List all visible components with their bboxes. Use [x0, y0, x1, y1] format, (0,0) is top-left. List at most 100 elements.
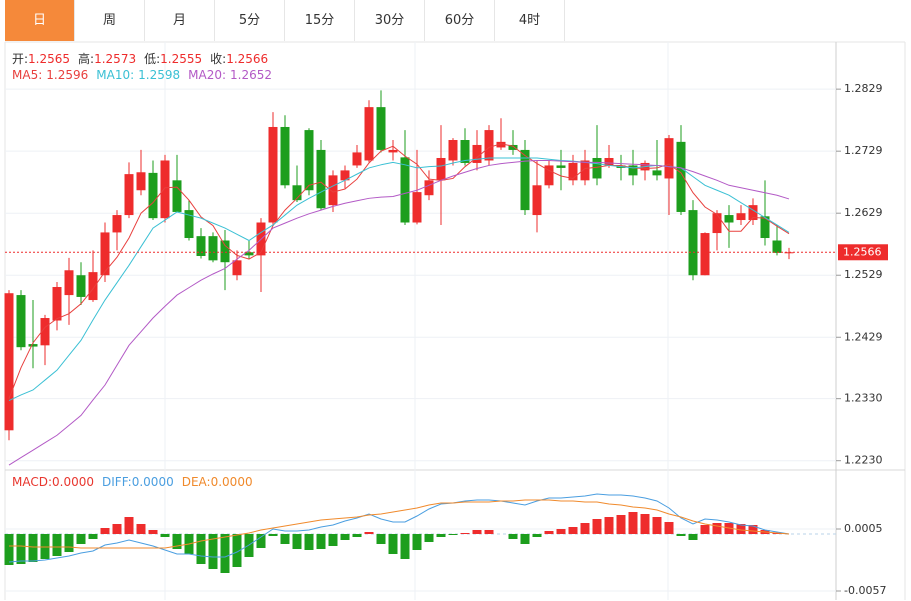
candle-body: [772, 240, 782, 253]
macd-bar: [28, 534, 38, 562]
tab[interactable]: 月: [145, 0, 215, 41]
macd-value: 0.0000: [52, 475, 95, 489]
ma-label: MA20:: [188, 68, 226, 82]
candle-body: [436, 157, 446, 181]
macd-bar: [364, 532, 374, 534]
tab[interactable]: 周: [75, 0, 145, 41]
macd-bar: [388, 534, 398, 554]
candle-body: [652, 170, 662, 176]
candle-body: [292, 185, 302, 201]
candle-body: [268, 126, 278, 223]
macd-bar: [448, 534, 458, 535]
candle-body: [208, 236, 218, 261]
tab[interactable]: 30分: [355, 0, 425, 41]
info-label: 低:: [144, 52, 161, 66]
macd-bar: [220, 534, 230, 573]
macd-bar: [148, 530, 158, 534]
candle-body: [340, 170, 350, 181]
ma-line: [8, 159, 790, 466]
tab[interactable]: 5分: [215, 0, 285, 41]
macd-bar: [508, 534, 518, 539]
candle-body: [592, 157, 602, 179]
macd-bar: [568, 527, 578, 534]
candle-body: [280, 126, 290, 186]
candle-body: [688, 210, 698, 276]
ma-label: MA5:: [12, 68, 43, 82]
macd-bar: [484, 530, 494, 534]
macd-info: MACD:0.0000 DIFF:0.0000 DEA:0.0000: [12, 475, 261, 489]
candle-body: [124, 174, 134, 216]
macd-bar: [136, 524, 146, 534]
macd-bar: [280, 534, 290, 544]
y-tick-label: 0.0005: [844, 522, 883, 535]
candle-body: [316, 149, 326, 209]
macd-bar: [676, 534, 686, 536]
info-item: 低:1.2555: [144, 52, 202, 66]
macd-bar: [160, 534, 170, 537]
tab[interactable]: 15分: [285, 0, 355, 41]
candle-body: [412, 192, 422, 223]
macd-bar: [664, 522, 674, 534]
candle-body: [364, 107, 374, 161]
macd-bar: [352, 534, 362, 537]
macd-label: DEA:: [181, 475, 211, 489]
candle-body: [112, 215, 122, 233]
macd-bar: [424, 534, 434, 542]
info-item: 收:1.2566: [210, 52, 268, 66]
y-tick-label: 1.2330: [844, 392, 883, 405]
macd-bar: [52, 534, 62, 556]
candle-body: [628, 165, 638, 176]
ma-legend: MA10: 1.2598: [96, 68, 180, 82]
macd-legend: MACD:0.0000: [12, 475, 94, 489]
ma-legend: MA5: 1.2596: [12, 68, 88, 82]
tab[interactable]: 日: [5, 0, 75, 41]
macd-bar: [124, 517, 134, 534]
candle-body: [472, 144, 482, 163]
ma-legend: MA20: 1.2652: [188, 68, 272, 82]
macd-legend: DIFF:0.0000: [102, 475, 174, 489]
macd-bar: [436, 534, 446, 537]
macd-bar: [340, 534, 350, 540]
info-label: 开:: [12, 52, 29, 66]
macd-bar: [700, 525, 710, 534]
y-tick-label: 1.2529: [844, 268, 883, 281]
candle-body: [484, 130, 494, 161]
candle-body: [160, 160, 170, 219]
candle-body: [88, 272, 98, 301]
macd-bar: [208, 534, 218, 569]
candle-body: [700, 233, 710, 276]
macd-bar: [556, 529, 566, 534]
info-label: 收:: [210, 52, 227, 66]
candle-body: [376, 107, 386, 150]
ma-value: 1.2596: [46, 68, 89, 82]
ma-value: 1.2652: [230, 68, 272, 82]
macd-bar: [232, 534, 242, 567]
tab[interactable]: 60分: [425, 0, 495, 41]
macd-bar: [520, 534, 530, 544]
last-price-box: [838, 244, 888, 261]
candle-body: [232, 260, 242, 276]
macd-bar: [100, 528, 110, 534]
y-tick-label: 1.2729: [844, 144, 883, 157]
macd-bar: [304, 534, 314, 550]
macd-bar: [196, 534, 206, 564]
info-value: 1.2566: [226, 52, 269, 66]
candle-body: [64, 270, 74, 296]
macd-bar: [532, 534, 542, 537]
tab[interactable]: 4时: [495, 0, 565, 41]
y-tick-label: 1.2230: [844, 454, 883, 467]
macd-value: 0.0000: [210, 475, 253, 489]
y-tick-label: 1.2429: [844, 330, 883, 343]
candle-body: [184, 210, 194, 239]
ma-label: MA10:: [96, 68, 135, 82]
candle-body: [4, 293, 14, 431]
candle-body: [520, 149, 530, 211]
macd-bar: [268, 534, 278, 536]
candle-body: [28, 344, 38, 347]
candle-body: [220, 240, 230, 263]
last-price-label: 1.2566: [843, 245, 882, 258]
candle-body: [676, 141, 686, 212]
ma-info: MA5: 1.2596 MA10: 1.2598 MA20: 1.2652: [12, 68, 280, 82]
candle-body: [724, 215, 734, 223]
